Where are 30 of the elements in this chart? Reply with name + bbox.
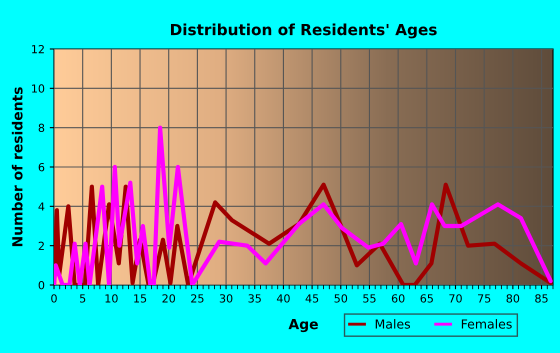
x-tick-label: 70: [449, 294, 462, 303]
x-tick-label: 10: [106, 294, 118, 303]
chart-title: Distribution of Residents' Ages: [170, 24, 437, 38]
x-tick-label: 15: [134, 294, 146, 303]
x-tick-label: 60: [392, 294, 404, 303]
y-tick-label: 10: [32, 84, 44, 93]
x-tick-label: 25: [191, 294, 204, 303]
x-tick-label: 55: [363, 294, 376, 303]
x-tick-label: 50: [334, 294, 348, 303]
y-tick-label: 8: [38, 124, 44, 132]
x-tick-label: 20: [162, 294, 176, 303]
legend-label: Males: [376, 319, 410, 329]
x-tick-label: 80: [506, 294, 520, 303]
x-tick-label: 85: [535, 294, 548, 303]
y-tick-label: 4: [38, 202, 44, 211]
y-axis-title: Number of residents: [12, 87, 23, 246]
x-tick-label: 5: [80, 294, 86, 303]
x-tick-label: 75: [478, 294, 490, 303]
y-tick-label: 12: [32, 44, 44, 54]
x-tick-label: 35: [248, 294, 261, 303]
legend-label: Females: [462, 319, 512, 329]
y-tick-label: 0: [38, 280, 44, 290]
y-tick-label: 2: [38, 242, 44, 250]
x-tick-label: 30: [220, 294, 232, 303]
x-tick-label: 40: [276, 294, 290, 303]
x-axis-title: Age: [288, 318, 318, 332]
x-tick-label: 0: [51, 294, 57, 303]
y-tick-label: 6: [38, 162, 44, 172]
x-tick-label: 45: [306, 294, 318, 303]
x-tick-label: 65: [420, 294, 433, 303]
